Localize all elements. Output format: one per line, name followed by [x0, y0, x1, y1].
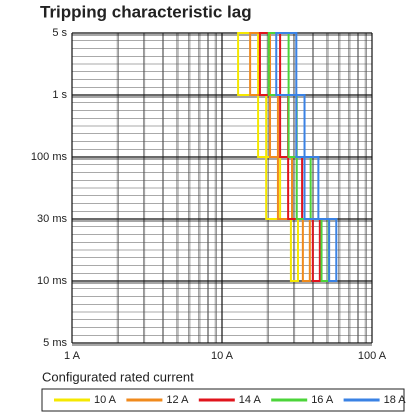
- legend-label: 10 A: [94, 394, 117, 406]
- legend-box: [41, 388, 405, 412]
- x-tick-label: 1 A: [64, 350, 81, 362]
- y-tick-label: 5 s: [52, 27, 67, 39]
- x-tick-label: 100 A: [358, 350, 387, 362]
- legend-label: 18 A: [384, 394, 407, 406]
- y-tick-label: 10 ms: [37, 275, 67, 287]
- chart-title: Tripping characteristic lag: [40, 2, 252, 21]
- legend-label: 16 A: [311, 394, 334, 406]
- y-tick-label: 1 s: [52, 89, 67, 101]
- legend-label: 12 A: [166, 394, 189, 406]
- y-tick-label: 100 ms: [31, 151, 68, 163]
- series-line: [275, 32, 338, 282]
- legend-label: 14 A: [239, 394, 262, 406]
- y-tick-label: 30 ms: [37, 213, 67, 225]
- legend-title: Configurated rated current: [42, 369, 194, 384]
- y-tick-label: 5 ms: [43, 337, 67, 349]
- x-tick-label: 10 A: [211, 350, 234, 362]
